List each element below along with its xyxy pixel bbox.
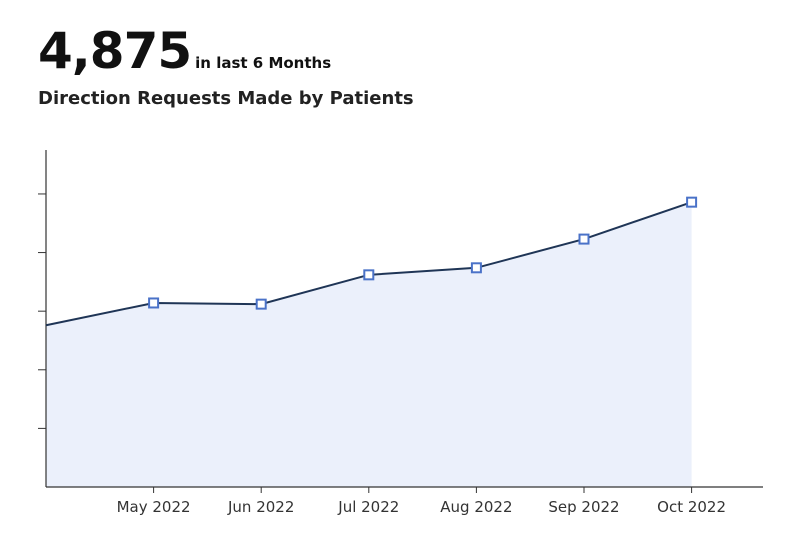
marker bbox=[148, 297, 160, 309]
marker bbox=[363, 269, 375, 281]
marker bbox=[686, 196, 698, 208]
headline: 4,875 in last 6 Months bbox=[38, 22, 331, 80]
area bbox=[46, 202, 692, 487]
headline-caption: in last 6 Months bbox=[195, 54, 332, 72]
marker bbox=[255, 298, 267, 310]
chart-title: Direction Requests Made by Patients bbox=[38, 88, 414, 109]
marker bbox=[470, 262, 482, 274]
x-tick-label: Jul 2022 bbox=[337, 498, 399, 516]
headline-value: 4,875 bbox=[38, 22, 192, 80]
x-tick-label: Aug 2022 bbox=[440, 498, 512, 516]
x-tick-label: Sep 2022 bbox=[548, 498, 619, 516]
x-tick-label: May 2022 bbox=[117, 498, 191, 516]
marker bbox=[578, 233, 590, 245]
x-tick-label: Oct 2022 bbox=[657, 498, 726, 516]
x-tick-label: Jun 2022 bbox=[227, 498, 294, 516]
